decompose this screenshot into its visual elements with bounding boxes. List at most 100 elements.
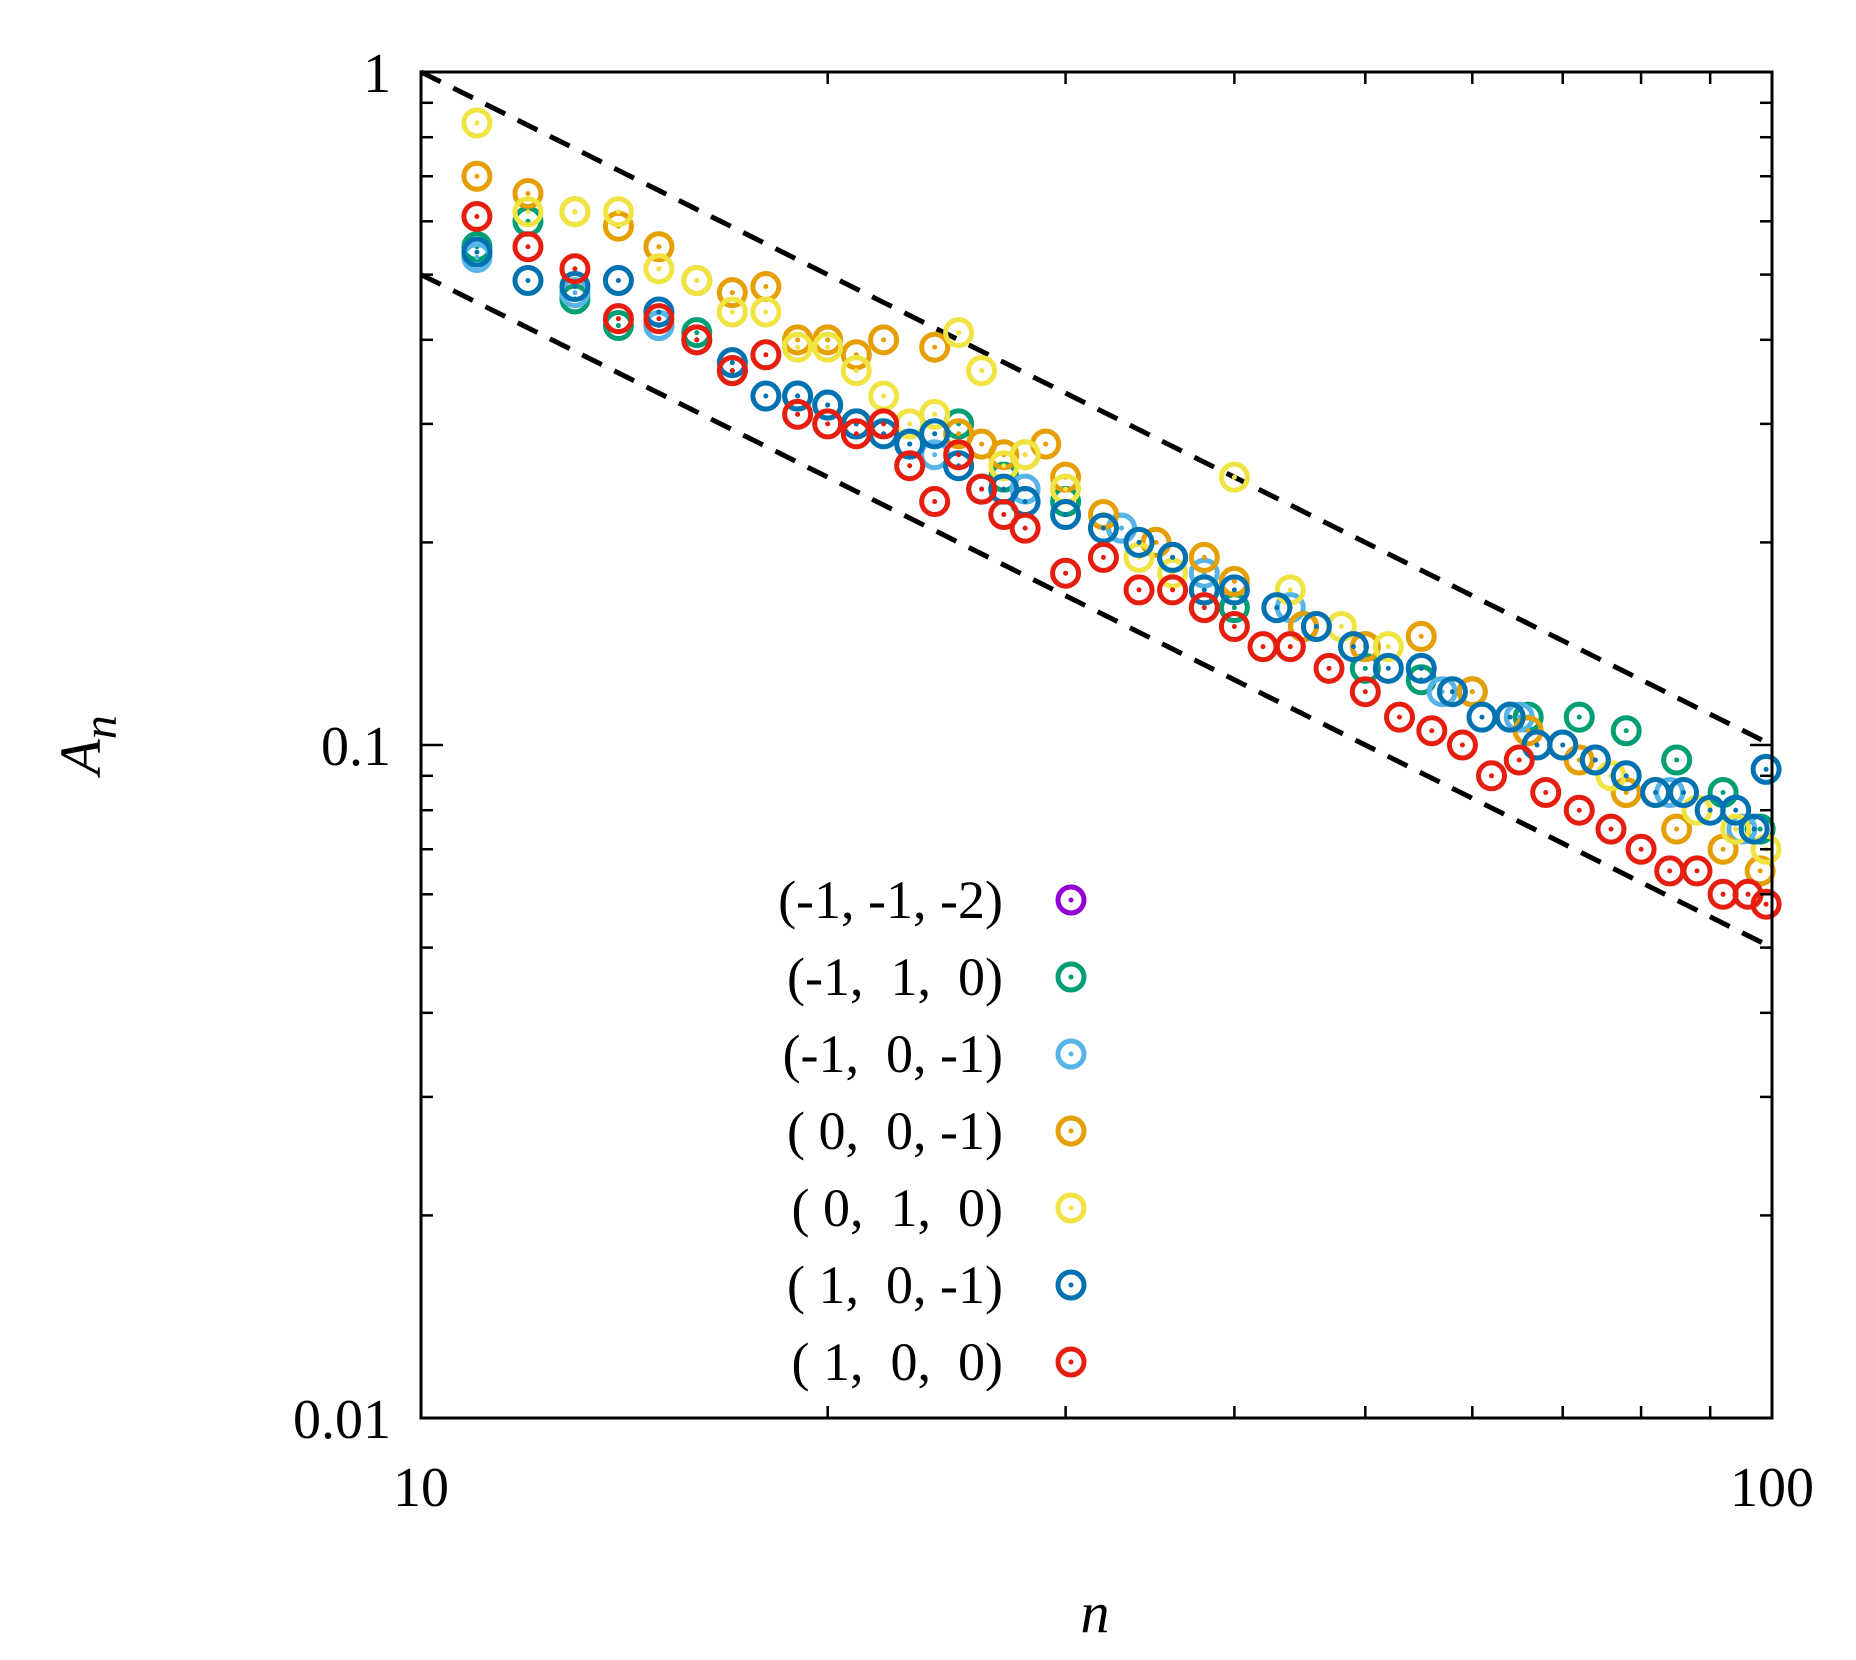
data-point xyxy=(750,296,782,328)
marker-ring xyxy=(1087,512,1119,544)
marker-ring xyxy=(1610,715,1642,747)
data-point xyxy=(782,380,814,412)
marker-dot xyxy=(1560,742,1566,748)
data-point xyxy=(1547,729,1579,761)
marker-ring xyxy=(512,177,544,209)
data-point xyxy=(461,160,493,192)
legend-entry: ( 1, 0, -1) xyxy=(787,1255,1087,1315)
marker-dot xyxy=(932,452,938,458)
marker-dot xyxy=(881,421,887,427)
marker-dot xyxy=(1449,689,1455,695)
marker-ring xyxy=(1476,760,1508,792)
data-point xyxy=(512,264,544,296)
marker-ring xyxy=(840,339,872,371)
data-point xyxy=(602,196,634,228)
data-point xyxy=(1694,794,1726,826)
marker-dot xyxy=(1543,790,1549,796)
marker-dot xyxy=(1429,728,1435,734)
marker-ring xyxy=(1405,620,1437,652)
marker-ring xyxy=(1416,715,1448,747)
data-point xyxy=(461,236,493,268)
marker-dot xyxy=(1068,897,1074,903)
marker-ring xyxy=(461,236,493,268)
marker-dot xyxy=(795,411,801,417)
marker-ring xyxy=(1383,701,1415,733)
data-point xyxy=(1436,676,1468,708)
marker-ring xyxy=(1218,461,1250,493)
data-point xyxy=(1405,620,1437,652)
marker-dot xyxy=(1068,1359,1074,1365)
marker-dot xyxy=(525,209,531,215)
svg-text:An: An xyxy=(48,715,127,778)
marker-ring xyxy=(868,324,900,356)
marker-ring xyxy=(461,200,493,232)
marker-dot xyxy=(1751,826,1757,832)
marker-dot xyxy=(1338,623,1344,629)
marker-ring xyxy=(1436,676,1468,708)
marker-ring xyxy=(919,331,951,363)
marker-ring xyxy=(840,355,872,387)
marker-dot xyxy=(1231,587,1237,593)
data-point xyxy=(1661,813,1693,845)
marker-ring xyxy=(1055,1192,1087,1224)
marker-dot xyxy=(907,421,913,427)
data-point xyxy=(1625,833,1657,865)
marker-dot xyxy=(1489,773,1495,779)
marker-dot xyxy=(1469,689,1475,695)
data-point xyxy=(512,177,544,209)
marker-dot xyxy=(572,209,578,215)
y-tick-label: 0.1 xyxy=(321,716,391,778)
marker-dot xyxy=(956,452,962,458)
marker-ring xyxy=(1009,512,1041,544)
data-point xyxy=(919,398,951,430)
marker-ring xyxy=(1563,794,1595,826)
data-point xyxy=(1157,574,1189,606)
marker-dot xyxy=(1592,757,1598,763)
marker-ring xyxy=(461,107,493,139)
data-point xyxy=(1349,676,1381,708)
marker-ring xyxy=(1188,592,1220,624)
data-point xyxy=(750,380,782,412)
marker-ring xyxy=(1300,610,1332,642)
data-point xyxy=(1300,610,1332,642)
data-point xyxy=(1494,701,1526,733)
data-point xyxy=(461,107,493,139)
marker-dot xyxy=(1231,605,1237,611)
marker-dot xyxy=(1623,773,1629,779)
marker-ring xyxy=(643,253,675,285)
tick-labels: 10 100 0.01 0.1 1 xyxy=(293,43,1814,1519)
marker-ring xyxy=(1625,833,1657,865)
y-axis-title: An xyxy=(48,715,127,778)
marker-ring xyxy=(461,160,493,192)
marker-dot xyxy=(979,486,985,492)
data-point xyxy=(1274,574,1306,606)
marker-ring xyxy=(1123,574,1155,606)
legend-label: (-1, 1, 0) xyxy=(787,947,1003,1007)
data-point xyxy=(1188,541,1220,573)
marker-ring xyxy=(1547,729,1579,761)
marker-ring xyxy=(1055,1269,1087,1301)
marker-dot xyxy=(907,441,913,447)
data-point xyxy=(1050,499,1082,531)
marker-dot xyxy=(1576,714,1582,720)
data-point xyxy=(1009,439,1041,471)
data-point xyxy=(1530,777,1562,809)
marker-dot xyxy=(1274,605,1280,611)
data-point xyxy=(988,499,1020,531)
data-point xyxy=(1654,855,1686,887)
marker-dot xyxy=(932,344,938,350)
data-point xyxy=(894,450,926,482)
marker-ring xyxy=(1050,499,1082,531)
marker-dot xyxy=(1100,554,1106,560)
data-point xyxy=(602,303,634,335)
marker-ring xyxy=(602,303,634,335)
marker-dot xyxy=(795,344,801,350)
marker-dot xyxy=(1001,486,1007,492)
marker-ring xyxy=(1681,855,1713,887)
marker-ring xyxy=(1661,744,1693,776)
data-point xyxy=(1610,777,1642,809)
marker-dot xyxy=(881,337,887,343)
marker-ring xyxy=(1055,961,1087,993)
marker-dot xyxy=(932,411,938,417)
data-point xyxy=(1668,777,1700,809)
